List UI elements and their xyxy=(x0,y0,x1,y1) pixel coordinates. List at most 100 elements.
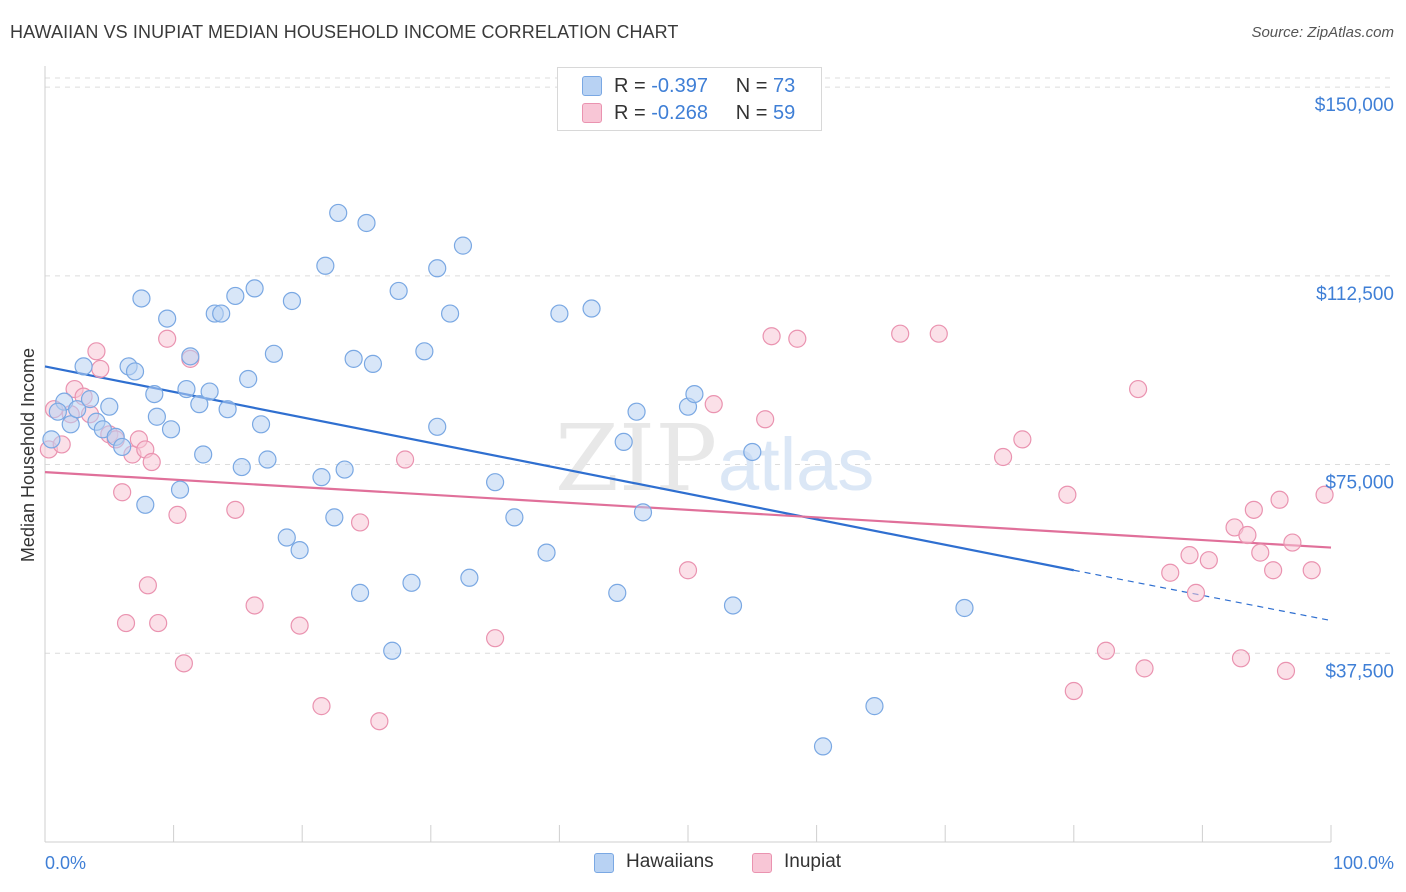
hawaiian-point[interactable] xyxy=(627,402,646,421)
inupiat-point[interactable] xyxy=(158,329,177,348)
hawaiian-point[interactable] xyxy=(145,384,164,404)
hawaiian-point[interactable] xyxy=(363,354,383,373)
inupiat-point[interactable] xyxy=(226,500,245,519)
hawaiian-point[interactable] xyxy=(415,342,434,361)
inupiat-point[interactable] xyxy=(1013,430,1032,449)
hawaiian-point[interactable] xyxy=(505,508,524,527)
hawaiian-point[interactable] xyxy=(453,236,473,255)
inupiat-point[interactable] xyxy=(1186,583,1206,602)
hawaiian-point[interactable] xyxy=(68,400,87,419)
hawaiian-point[interactable] xyxy=(80,390,100,409)
hawaiian-point[interactable] xyxy=(344,349,363,368)
hawaiian-point[interactable] xyxy=(460,568,479,587)
hawaiian-point[interactable] xyxy=(350,583,370,602)
inupiat-point[interactable] xyxy=(149,613,168,633)
inupiat-point[interactable] xyxy=(929,324,948,343)
hawaiian-point[interactable] xyxy=(550,304,569,323)
hawaiian-point[interactable] xyxy=(277,528,296,547)
hawaiian-point[interactable] xyxy=(48,402,67,421)
inupiat-point[interactable] xyxy=(1199,551,1218,570)
hawaiian-point[interactable] xyxy=(232,457,251,477)
inupiat-point[interactable] xyxy=(142,452,161,472)
hawaiian-point[interactable] xyxy=(389,281,408,301)
hawaiian-point[interactable] xyxy=(132,289,151,308)
hawaiian-point[interactable] xyxy=(486,473,505,492)
hawaiian-point[interactable] xyxy=(633,503,653,522)
hawaiian-point[interactable] xyxy=(177,379,196,399)
hawaiian-point[interactable] xyxy=(440,304,460,323)
inupiat-point[interactable] xyxy=(762,327,781,346)
hawaiian-point[interactable] xyxy=(264,344,284,363)
hawaiian-point[interactable] xyxy=(723,596,743,615)
hawaiian-point[interactable] xyxy=(181,347,200,366)
inupiat-point[interactable] xyxy=(1064,681,1083,701)
hawaiian-point[interactable] xyxy=(245,279,264,298)
hawaiian-point[interactable] xyxy=(170,480,190,499)
hawaiian-point[interactable] xyxy=(147,407,166,426)
hawaiian-point[interactable] xyxy=(226,286,245,306)
inupiat-point[interactable] xyxy=(1058,485,1077,504)
inupiat-point[interactable] xyxy=(290,616,309,635)
inupiat-point[interactable] xyxy=(370,712,389,731)
hawaiian-point[interactable] xyxy=(329,203,348,223)
inupiat-point[interactable] xyxy=(486,629,505,648)
hawaiian-point[interactable] xyxy=(282,291,302,311)
inupiat-point[interactable] xyxy=(1180,546,1199,565)
inupiat-point[interactable] xyxy=(1128,379,1148,399)
inupiat-point[interactable] xyxy=(1096,641,1116,660)
hawaiian-point[interactable] xyxy=(325,508,344,527)
inupiat-point[interactable] xyxy=(1270,490,1289,509)
hawaiian-point[interactable] xyxy=(335,460,354,479)
hawaiian-point[interactable] xyxy=(158,309,177,328)
hawaiian-point[interactable] xyxy=(136,495,155,514)
inupiat-point[interactable] xyxy=(113,483,132,502)
inupiat-point[interactable] xyxy=(891,324,910,343)
hawaiian-point[interactable] xyxy=(865,697,884,716)
hawaiian-point[interactable] xyxy=(428,259,447,278)
hawaiian-point[interactable] xyxy=(357,213,376,233)
hawaiian-point[interactable] xyxy=(251,415,271,434)
hawaiian-point[interactable] xyxy=(258,450,277,469)
inupiat-point[interactable] xyxy=(174,654,193,673)
hawaiian-point[interactable] xyxy=(614,432,633,452)
hawaiian-point[interactable] xyxy=(685,384,704,404)
inupiat-point[interactable] xyxy=(1315,485,1334,504)
hawaiian-point[interactable] xyxy=(239,369,258,389)
inupiat-point[interactable] xyxy=(1283,533,1302,552)
inupiat-point[interactable] xyxy=(1231,649,1251,668)
inupiat-point[interactable] xyxy=(245,596,264,615)
hawaiian-point[interactable] xyxy=(61,415,80,434)
hawaiian-point[interactable] xyxy=(190,395,209,414)
inupiat-point[interactable] xyxy=(312,697,331,716)
inupiat-point[interactable] xyxy=(91,359,110,379)
hawaiian-point[interactable] xyxy=(74,357,93,376)
inupiat-point[interactable] xyxy=(1161,563,1180,582)
inupiat-point[interactable] xyxy=(1135,659,1154,678)
hawaiian-point[interactable] xyxy=(402,573,421,592)
inupiat-point[interactable] xyxy=(993,447,1013,467)
hawaiian-point[interactable] xyxy=(955,598,974,618)
hawaiian-point[interactable] xyxy=(290,541,309,560)
hawaiian-point[interactable] xyxy=(200,382,219,401)
inupiat-point[interactable] xyxy=(350,513,370,532)
hawaiian-point[interactable] xyxy=(194,445,213,464)
hawaiian-point[interactable] xyxy=(161,420,181,439)
inupiat-point[interactable] xyxy=(756,410,775,429)
inupiat-point[interactable] xyxy=(87,342,106,361)
hawaiian-point[interactable] xyxy=(113,437,132,457)
inupiat-point[interactable] xyxy=(1238,525,1257,545)
inupiat-point[interactable] xyxy=(1276,661,1296,680)
inupiat-point[interactable] xyxy=(1302,561,1321,580)
inupiat-point[interactable] xyxy=(168,505,187,524)
hawaiian-point[interactable] xyxy=(312,468,331,487)
hawaiian-point[interactable] xyxy=(813,737,833,756)
hawaiian-point[interactable] xyxy=(428,417,447,436)
inupiat-point[interactable] xyxy=(395,450,415,469)
hawaiian-point[interactable] xyxy=(383,641,402,660)
inupiat-point[interactable] xyxy=(704,395,723,414)
hawaiian-point[interactable] xyxy=(125,362,145,381)
hawaiian-point[interactable] xyxy=(100,397,119,416)
hawaiian-point[interactable] xyxy=(743,442,762,462)
hawaiian-point[interactable] xyxy=(316,256,335,275)
inupiat-point[interactable] xyxy=(788,329,807,348)
